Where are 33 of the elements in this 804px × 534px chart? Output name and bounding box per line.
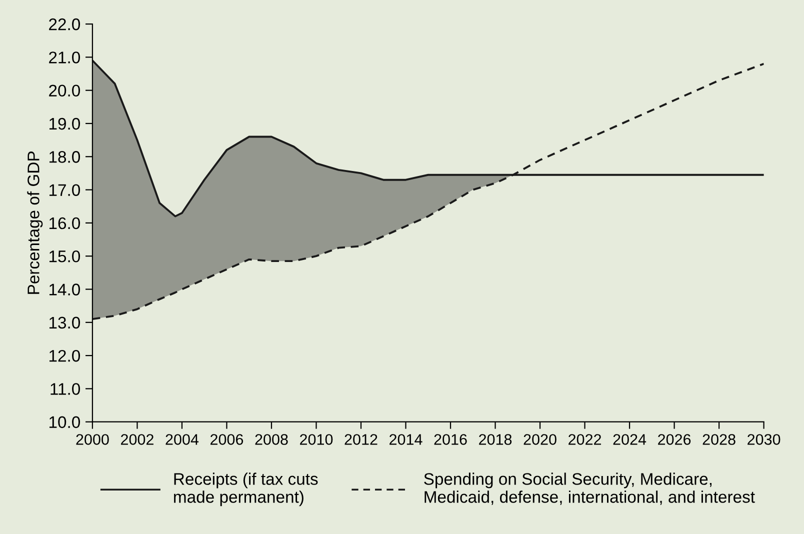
- y-tick-label: 13.0: [49, 316, 80, 329]
- x-tick-label: 2000: [76, 434, 109, 445]
- y-tick-label: 11.0: [50, 383, 80, 395]
- x-tick-label: 2006: [210, 434, 244, 445]
- x-tick-label: 2008: [255, 434, 288, 445]
- x-tick-label: 2026: [658, 434, 691, 445]
- y-tick-label: 15.0: [49, 250, 80, 262]
- y-tick-label: 14.0: [49, 284, 80, 296]
- y-tick-label: 22.0: [49, 18, 80, 30]
- legend-label: Spending on Social Security, Medicare, Medicaid, defense, international, and interest: [424, 472, 755, 505]
- y-tick-label: 18.0: [49, 151, 80, 163]
- x-tick-label: 2028: [702, 434, 736, 445]
- x-tick-label: 2010: [300, 434, 333, 445]
- legend-label: Receipts (if tax cuts made permanent): [174, 472, 318, 506]
- y-tick-label: 10.0: [49, 416, 80, 428]
- x-tick-label: 2002: [120, 434, 154, 445]
- line-series: [92, 62, 764, 320]
- x-tick-label: 2016: [434, 434, 467, 445]
- x-tick-label: 2020: [524, 434, 556, 445]
- y-tick-label: 19.0: [49, 118, 80, 130]
- x-tick-label: 2014: [390, 434, 422, 445]
- y-tick-label: 17.0: [49, 184, 80, 196]
- y-tick-label: 21.0: [49, 52, 80, 64]
- x-tick-label: 2024: [613, 434, 646, 445]
- x-tick-label: 2004: [166, 434, 199, 445]
- x-tick-label: 2030: [748, 434, 780, 445]
- y-axis-title: Percentage of GDP: [27, 152, 43, 294]
- x-tick-label: 2012: [344, 434, 378, 445]
- x-tick-label: 2018: [479, 434, 512, 445]
- y-tick-label: 16.0: [49, 217, 80, 230]
- y-tick-label: 20.0: [49, 84, 80, 97]
- x-tick-label: 2022: [568, 434, 602, 445]
- y-tick-label: 12.0: [49, 350, 80, 362]
